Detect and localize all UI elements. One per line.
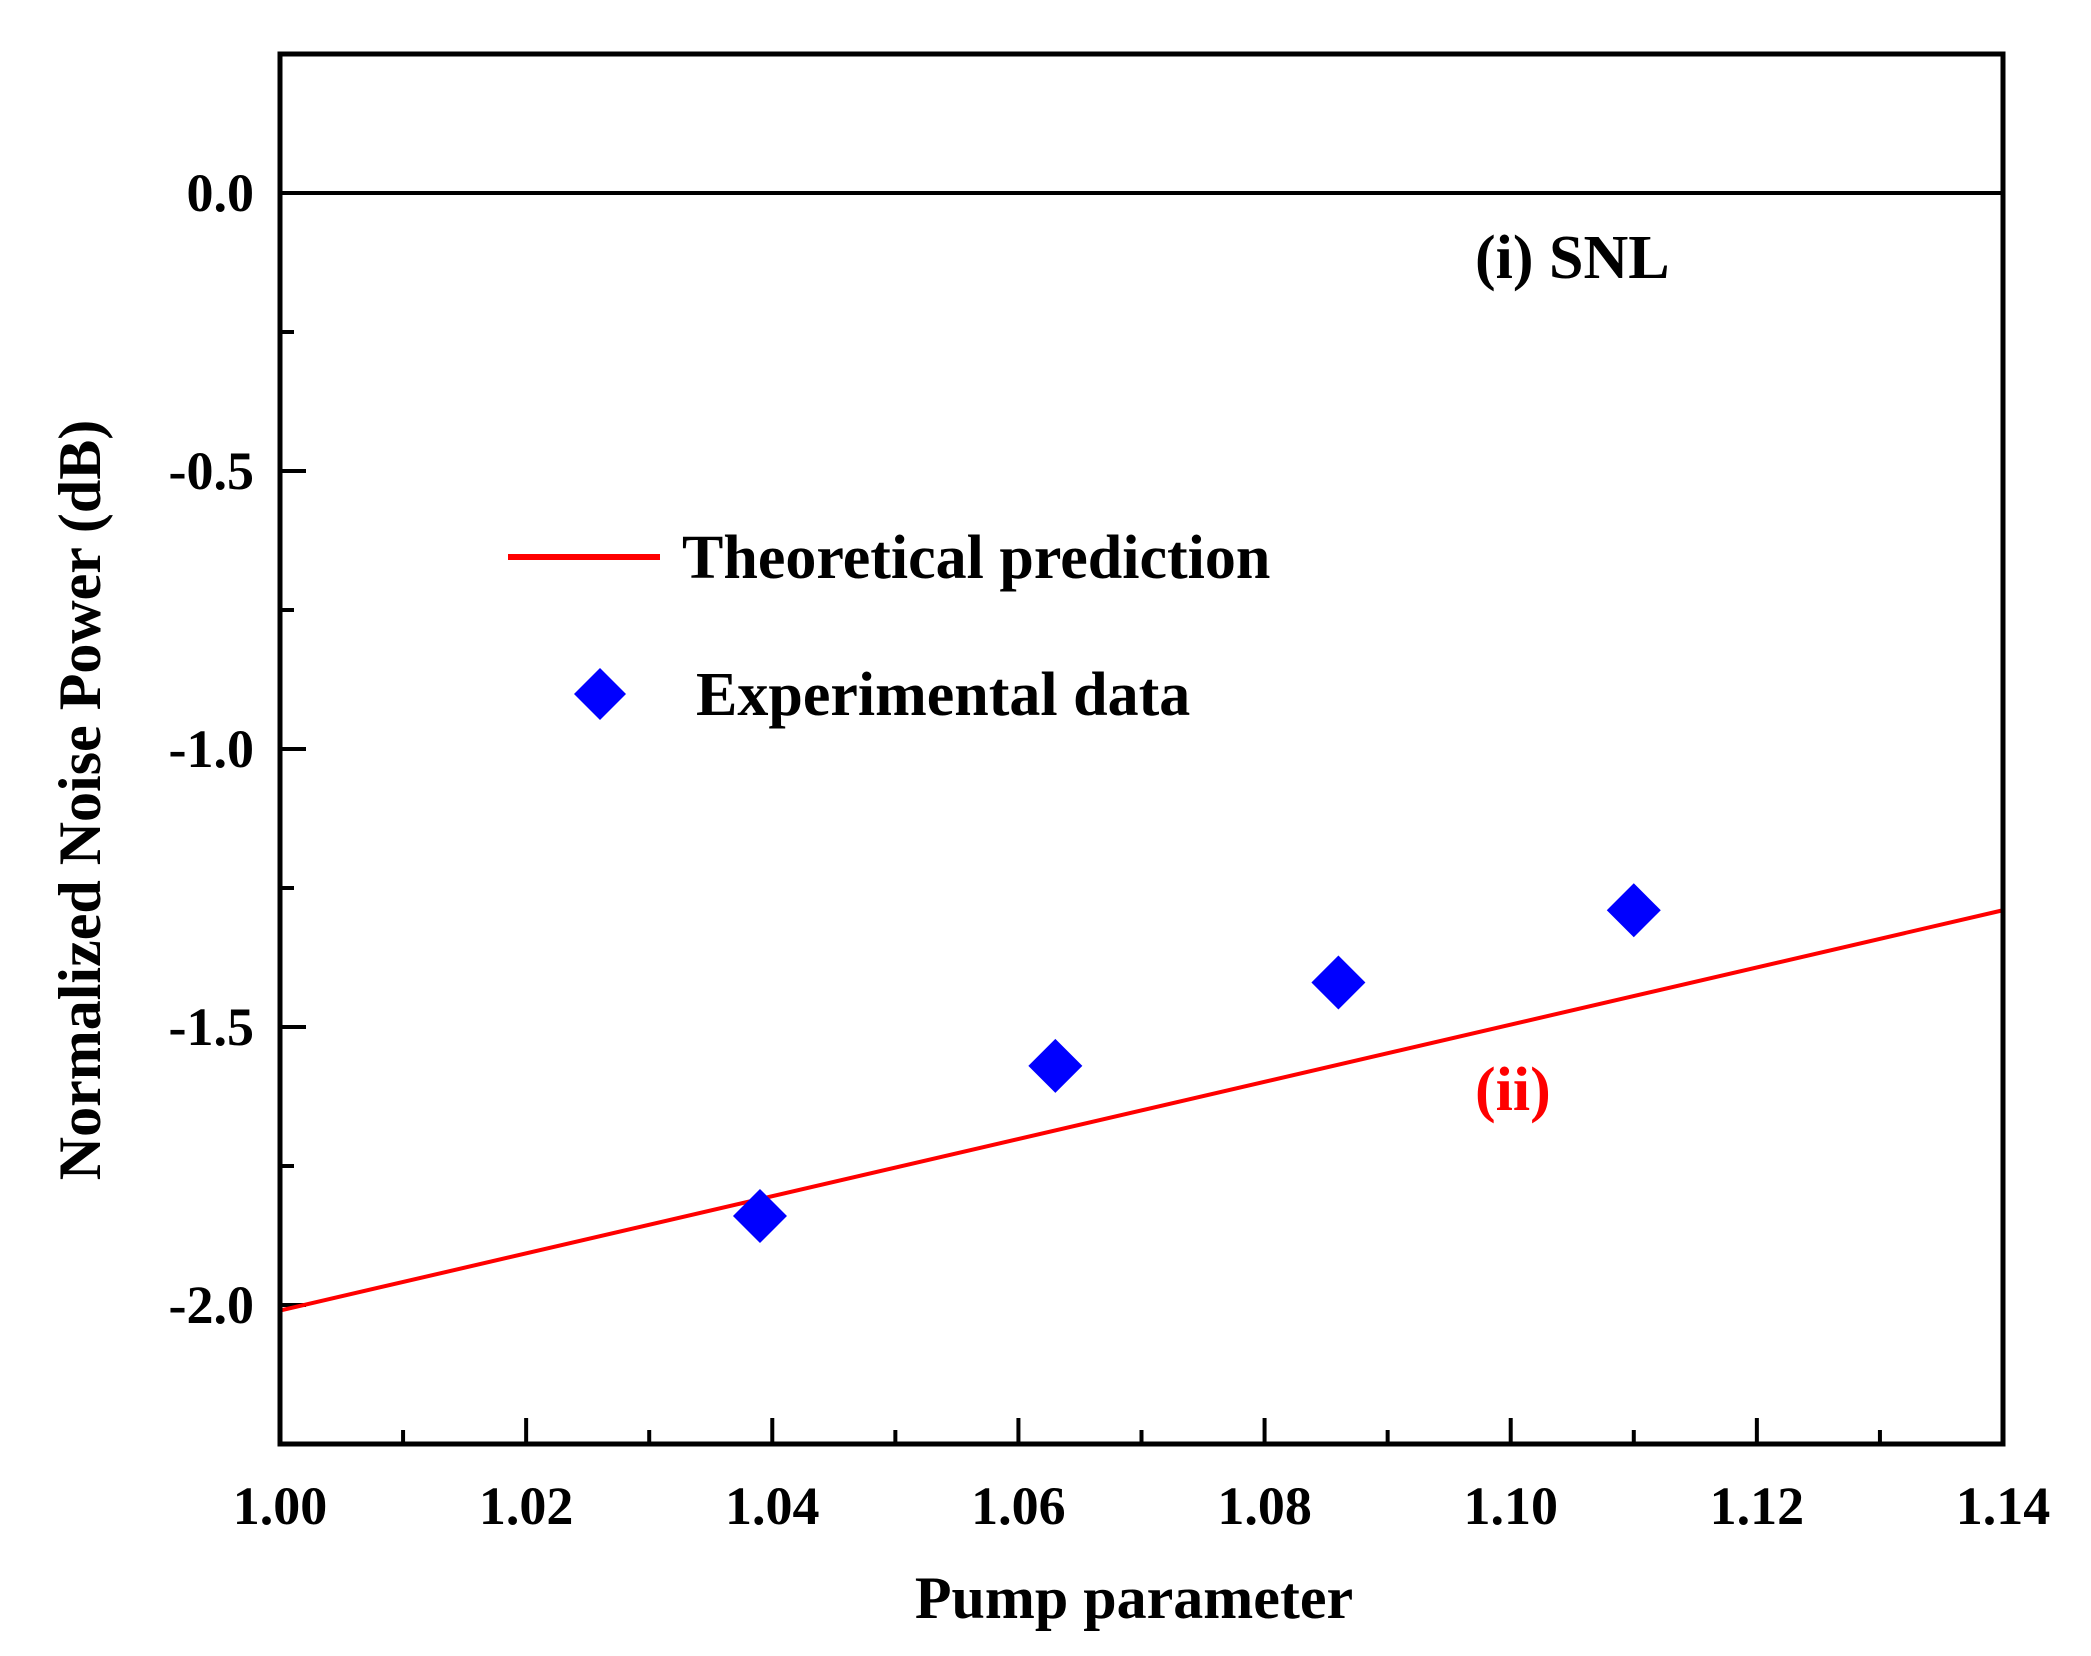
y-tick-label: -1.5 (169, 997, 254, 1057)
data-point (1028, 1038, 1083, 1093)
y-tick-label: -0.5 (169, 441, 254, 501)
annotation-ii: (ii) (1475, 1056, 1551, 1124)
x-tick-label: 1.08 (1217, 1476, 1312, 1536)
theoretical-prediction-line (279, 908, 2004, 1313)
y-tick-label: 0.0 (187, 163, 255, 223)
x-axis-label: Pump parameter (915, 1565, 1353, 1631)
x-tick-label: 1.04 (725, 1476, 820, 1536)
x-tick-label: 1.10 (1463, 1476, 1558, 1536)
data-point (1311, 955, 1366, 1010)
plot-frame (277, 51, 2006, 1447)
legend-label-theory: Theoretical prediction (682, 524, 1270, 592)
y-axis-label: Normalized Noise Power (dB) (47, 420, 113, 1180)
data-point (1606, 883, 1661, 938)
y-tick-label: -1.0 (169, 719, 254, 779)
experimental-data-points (732, 883, 1661, 1244)
x-tick-label: 1.06 (971, 1476, 1066, 1536)
axis-tick-labels: 1.00 1.02 1.04 1.06 1.08 1.10 1.12 1.14 0.0 -0.5 -… (169, 163, 2051, 1536)
x-tick-label: 1.02 (479, 1476, 574, 1536)
data-point (732, 1189, 787, 1244)
x-tick-label: 1.14 (1956, 1476, 2051, 1536)
y-tick-label: -2.0 (169, 1275, 254, 1335)
x-tick-label: 1.12 (1710, 1476, 1805, 1536)
annotation-snl: (i) SNL (1475, 224, 1670, 292)
legend-label-experiment: Experimental data (696, 661, 1190, 729)
x-tick-label: 1.00 (233, 1476, 328, 1536)
legend: Theoretical prediction Experimental data (508, 524, 1270, 729)
legend-diamond-swatch (574, 668, 626, 720)
